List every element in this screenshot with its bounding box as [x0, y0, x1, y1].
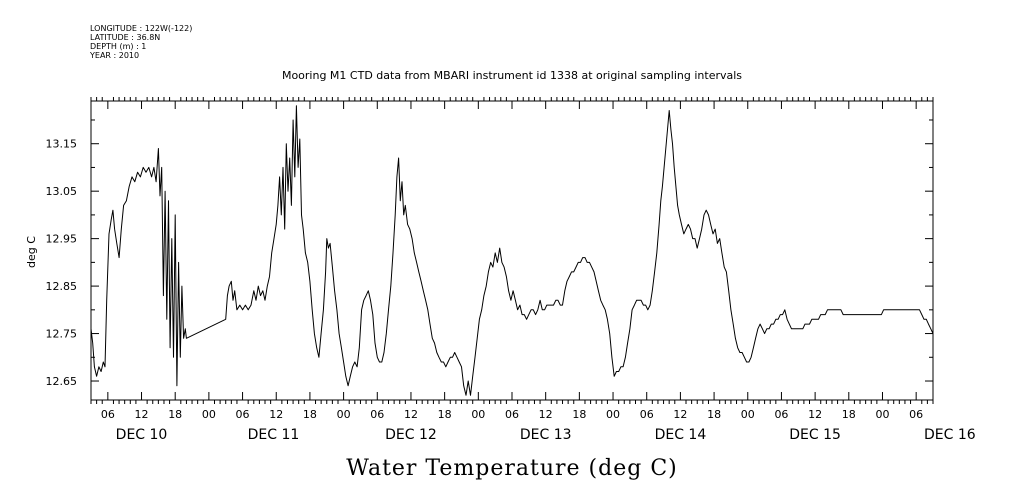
y-tick-label: 12.95 [46, 233, 78, 246]
y-axis-ticks: 12.65 12.75 12.85 12.95 13.05 13.15 [46, 119, 933, 388]
x-hour-label: 00 [606, 408, 620, 421]
x-hour-label: 06 [909, 408, 923, 421]
x-day-label: DEC 12 [385, 427, 437, 443]
x-hour-label: 12 [673, 408, 687, 421]
x-hour-label: 06 [774, 408, 788, 421]
y-tick-label: 13.15 [46, 138, 78, 151]
x-hour-label: 12 [404, 408, 418, 421]
chart-title: Mooring M1 CTD data from MBARI instrumen… [282, 69, 742, 82]
y-tick-label: 13.05 [46, 185, 78, 198]
x-axis-label: Water Temperature (deg C) [346, 456, 678, 481]
x-hour-label: 00 [337, 408, 351, 421]
x-hour-label: 18 [572, 408, 586, 421]
temperature-series-line [90, 105, 934, 396]
x-hour-label: 12 [269, 408, 283, 421]
latitude-label: LATITUDE : 36.8N [90, 33, 160, 42]
x-hour-label: 18 [842, 408, 856, 421]
y-tick-label: 12.65 [46, 375, 78, 388]
longitude-label: LONGITUDE : 122W(-122) [90, 24, 192, 33]
x-hour-label: 12 [808, 408, 822, 421]
x-hour-label: 00 [741, 408, 755, 421]
x-hour-label: 18 [707, 408, 721, 421]
x-hour-label: 06 [505, 408, 519, 421]
series-layer [90, 105, 934, 396]
x-day-label: DEC 15 [789, 427, 841, 443]
x-hour-label: 00 [875, 408, 889, 421]
x-hour-label: 06 [370, 408, 384, 421]
x-hour-label: 06 [640, 408, 654, 421]
x-day-label: DEC 14 [655, 427, 707, 443]
x-hour-label: 18 [168, 408, 182, 421]
x-day-label: DEC 10 [116, 427, 168, 443]
depth-label: DEPTH (m) : 1 [90, 42, 146, 51]
x-day-label: DEC 13 [520, 427, 572, 443]
x-hour-label: 18 [303, 408, 317, 421]
x-hour-label: 18 [438, 408, 452, 421]
x-hour-label: 12 [135, 408, 149, 421]
x-axis-ticks: 06 12 18 00 06 12 18 00 06 12 18 00 06 12 18 00 06 12 18 00… [101, 101, 976, 443]
x-hour-label: 06 [101, 408, 115, 421]
x-hour-label: 06 [236, 408, 250, 421]
minor-ticks [90, 97, 934, 404]
y-tick-label: 12.75 [46, 328, 78, 341]
plot-frame [90, 100, 934, 401]
x-day-label: DEC 11 [248, 427, 300, 443]
year-label: YEAR : 2010 [89, 51, 139, 60]
x-day-label: DEC 16 [924, 427, 976, 443]
y-axis-label: deg C [25, 236, 38, 268]
x-hour-label: 00 [202, 408, 216, 421]
x-hour-label: 00 [471, 408, 485, 421]
y-tick-label: 12.85 [46, 280, 78, 293]
x-hour-label: 12 [539, 408, 553, 421]
